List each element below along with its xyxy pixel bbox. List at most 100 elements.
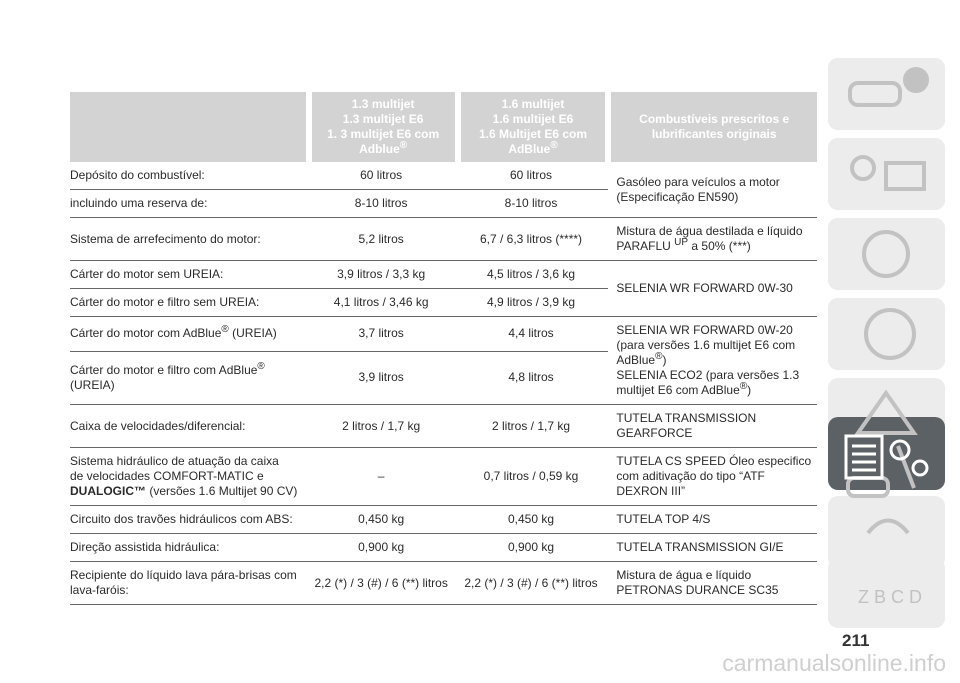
fuel-cell: Mistura de água destilada e líquido PARAF…	[608, 217, 817, 261]
text-line: de velocidades COMFORT-MATIC e	[70, 469, 305, 484]
fuel-cell: Mistura de água e líquido PETRONAS DURANC…	[608, 561, 817, 605]
text-line: Mistura de água destilada e líquido	[616, 224, 813, 239]
text-run: 4,4 litros	[508, 326, 554, 341]
capacity-cell: 2 litros / 1,7 kg	[308, 404, 458, 448]
text-run: (Especificação EN590)	[616, 189, 739, 204]
text-line: DEXRON III”	[616, 484, 813, 499]
icon-lines	[852, 444, 876, 472]
fuel-cell: TUTELA TRANSMISSION GEARFORCE	[608, 404, 817, 448]
item-cell: Circuito dos travões hidráulicos com ABS…	[70, 505, 309, 534]
header-cell: Combustíveis prescritos e lubrificantes o…	[605, 92, 817, 162]
item-cell: Sistema hidráulico de atuação da caixa de…	[70, 447, 309, 506]
text-line: Cárter do motor e filtro com AdBlue®	[70, 361, 305, 378]
text-run: 0,7 litros / 0,59 kg	[483, 469, 579, 483]
text-line: com aditivação do tipo “ATF	[616, 469, 813, 484]
table-row: Recipiente do líquido lava pára-brisas c…	[70, 561, 817, 605]
capacity-cell: 6,7 / 6,3 litros (****)	[457, 217, 609, 261]
text-line: PARAFLU UP a 50% (***)	[616, 237, 813, 254]
superscript: ®	[399, 140, 408, 151]
text-run: Adblue	[359, 142, 400, 156]
text-line: AdBlue®)	[616, 351, 813, 368]
text-run: 1. 3 multijet E6 com	[327, 127, 440, 141]
text-run: 8-10 litros	[504, 196, 558, 210]
header-cell: 1.6 multijet 1.6 multijet E6 1.6 Multijet …	[454, 92, 609, 162]
text-run: Recipiente do líquido lava pára-brisas c…	[70, 568, 297, 582]
table-header: 1.3 multijet 1.3 multijet E6 1. 3 multijet…	[70, 92, 817, 162]
text-run: Cárter do motor e filtro com AdBlue	[70, 362, 258, 377]
icon-car	[848, 81, 902, 107]
text-run: 0,450 kg	[358, 512, 405, 526]
text-run: Caixa de velocidades/diferencial:	[70, 418, 246, 433]
text-run: 60 litros	[509, 168, 553, 182]
table-row: Depósito do combustível: 60 litros 60 litr…	[70, 162, 817, 218]
superscript: UP	[674, 237, 689, 248]
text-run: 4,9 litros / 3,9 kg	[486, 295, 576, 309]
icon-light	[850, 155, 876, 181]
header-cell: 1.3 multijet 1.3 multijet E6 1. 3 multijet…	[305, 92, 458, 162]
capacity-cell: 0,7 litros / 0,59 kg	[457, 447, 609, 506]
text-run: (versões 1.6 Multijet 90 CV)	[146, 484, 298, 498]
text-run: PETRONAS DURANCE SC35	[616, 583, 779, 597]
text-run: AdBlue	[508, 142, 551, 156]
capacity-cell: 4,9 litros / 3,9 kg	[457, 288, 609, 317]
icon-list	[844, 434, 884, 480]
text-run: Gasóleo para veículos a motor	[616, 174, 780, 189]
text-run: –	[377, 469, 385, 483]
table-row: Cárter do motor e filtro com AdBlue® (URE…	[70, 351, 817, 406]
text-run: TUTELA TRANSMISSION GI/E	[616, 540, 784, 554]
page-number: 211	[842, 631, 870, 650]
text-run: )	[662, 353, 667, 367]
capacity-cell: 3,9 litros	[308, 351, 458, 406]
text-line: Gasóleo para veículos a motor	[616, 175, 813, 190]
text-run: PARAFLU	[616, 239, 675, 253]
text-run: 3,9 litros / 3,3 kg	[337, 267, 426, 281]
item-cell: Cárter do motor e filtro com AdBlue® (URE…	[70, 351, 309, 406]
active-icon	[844, 434, 929, 480]
fuel-cell: Gasóleo para veículos a motor (Especifica…	[608, 162, 817, 218]
item-cell: incluindo uma reserva de:	[70, 189, 309, 218]
text-run: Mistura de água destilada e líquido	[616, 224, 803, 238]
text-run: 5,2 litros	[358, 231, 404, 246]
text-line: 1.6 multijet	[465, 97, 602, 112]
superscript: ®	[221, 324, 229, 336]
item-cell: Direção assistida hidráulica:	[70, 533, 309, 562]
icon-tool	[896, 445, 916, 489]
capacity-cell: 2 litros / 1,7 kg	[457, 404, 609, 448]
text-run: 6,7 / 6,3 litros (****)	[479, 231, 583, 246]
bold-text: DUALOGIC™	[70, 484, 146, 498]
capacity-cell: 4,1 litros / 3,46 kg	[308, 288, 458, 317]
text-run: 0,900 kg	[507, 540, 555, 554]
text-line: GEARFORCE	[616, 426, 813, 441]
icon-warning	[854, 389, 918, 435]
text-run: Mistura de água e líquido	[616, 568, 752, 582]
text-run: 0,450 kg	[507, 512, 555, 526]
text-run: 0,900 kg	[358, 540, 405, 554]
text-run: 1.6 multijet	[501, 97, 565, 111]
text-line: 1.3 multijet	[316, 97, 451, 112]
capacity-cell: 4,4 litros	[457, 316, 609, 352]
text-line: Combustíveis prescritos e	[615, 112, 813, 127]
text-line: 1.6 Multijet E6 com	[465, 127, 602, 142]
text-line: PETRONAS DURANCE SC35	[616, 583, 813, 598]
text-run: 1.3 multijet	[351, 97, 415, 111]
tab-3	[828, 218, 945, 290]
specs-table: 1.3 multijet 1.3 multijet E6 1. 3 multijet…	[70, 92, 817, 605]
text-line: Adblue®	[316, 140, 451, 157]
text-run: com aditivação do tipo “ATF	[616, 469, 765, 483]
text-run: lava-faróis:	[70, 583, 129, 597]
item-cell: Depósito do combustível:	[70, 162, 309, 190]
capacity-cell: 8-10 litros	[308, 189, 458, 218]
text-run: SELENIA WR FORWARD 0W-30	[616, 281, 793, 295]
superscript: ®	[655, 351, 663, 362]
table-row: incluindo uma reserva de: 8-10 litros 8-10…	[70, 189, 817, 218]
text-run: DEXRON III”	[616, 484, 686, 498]
text-run: TUTELA TRANSMISSION	[616, 411, 757, 425]
tab-8	[828, 558, 945, 628]
table-row: Direção assistida hidráulica: 0,900 kg 0,9…	[70, 533, 817, 562]
text-run: Sistema hidráulico de atuação da caixa	[70, 454, 279, 468]
table-row: Sistema de arrefecimento do motor: 5,2 li…	[70, 217, 817, 261]
table-row: Caixa de velocidades/diferencial: 2 litro…	[70, 404, 817, 448]
text-line: multijet E6 com AdBlue®)	[616, 382, 813, 398]
text-line: SELENIA ECO2 (para versões 1.3	[616, 368, 813, 383]
